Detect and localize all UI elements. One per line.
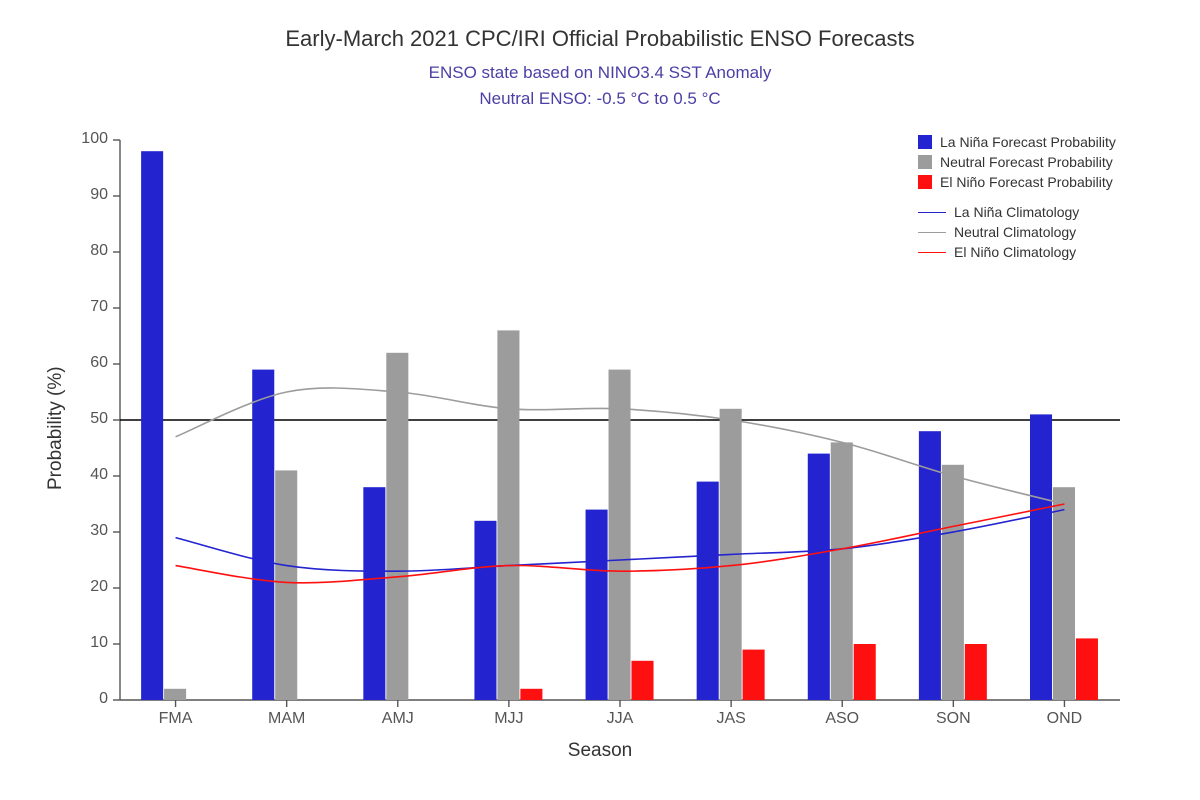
y-tick-label: 30 bbox=[68, 522, 108, 540]
x-tick-label: JJA bbox=[590, 710, 650, 728]
y-tick-label: 10 bbox=[68, 634, 108, 652]
x-tick-label: FMA bbox=[146, 710, 206, 728]
legend: La Niña Forecast Probability Neutral Fore… bbox=[918, 132, 1116, 262]
legend-swatch-icon bbox=[918, 135, 932, 149]
legend-label: Neutral Forecast Probability bbox=[940, 154, 1113, 170]
x-tick-label: OND bbox=[1034, 710, 1094, 728]
legend-swatch-icon bbox=[918, 175, 932, 189]
legend-swatch-icon bbox=[918, 155, 932, 169]
x-tick-label: JAS bbox=[701, 710, 761, 728]
legend-label: El Niño Forecast Probability bbox=[940, 174, 1113, 190]
legend-line-icon bbox=[918, 252, 946, 253]
plot-area bbox=[0, 0, 1200, 800]
legend-label: La Niña Climatology bbox=[954, 204, 1079, 220]
x-tick-label: MJJ bbox=[479, 710, 539, 728]
legend-item: La Niña Climatology bbox=[918, 202, 1116, 222]
y-tick-label: 20 bbox=[68, 578, 108, 596]
y-tick-label: 100 bbox=[68, 130, 108, 148]
x-tick-label: AMJ bbox=[368, 710, 428, 728]
legend-label: La Niña Forecast Probability bbox=[940, 134, 1116, 150]
x-tick-label: MAM bbox=[257, 710, 317, 728]
legend-line-icon bbox=[918, 212, 946, 213]
y-tick-label: 0 bbox=[68, 690, 108, 708]
legend-label: El Niño Climatology bbox=[954, 244, 1076, 260]
legend-label: Neutral Climatology bbox=[954, 224, 1076, 240]
legend-item: La Niña Forecast Probability bbox=[918, 132, 1116, 152]
y-tick-label: 90 bbox=[68, 186, 108, 204]
y-tick-label: 60 bbox=[68, 354, 108, 372]
legend-item: Neutral Climatology bbox=[918, 222, 1116, 242]
x-tick-label: ASO bbox=[812, 710, 872, 728]
y-tick-label: 50 bbox=[68, 410, 108, 428]
y-axis-label: Probability (%) bbox=[45, 366, 67, 490]
y-tick-label: 80 bbox=[68, 242, 108, 260]
legend-line-icon bbox=[918, 232, 946, 233]
x-tick-label: SON bbox=[923, 710, 983, 728]
legend-item: El Niño Forecast Probability bbox=[918, 172, 1116, 192]
legend-item: Neutral Forecast Probability bbox=[918, 152, 1116, 172]
legend-item: El Niño Climatology bbox=[918, 242, 1116, 262]
y-tick-label: 40 bbox=[68, 466, 108, 484]
y-tick-label: 70 bbox=[68, 298, 108, 316]
chart-container: Early-March 2021 CPC/IRI Official Probab… bbox=[0, 0, 1200, 800]
x-axis-label: Season bbox=[0, 740, 1200, 762]
